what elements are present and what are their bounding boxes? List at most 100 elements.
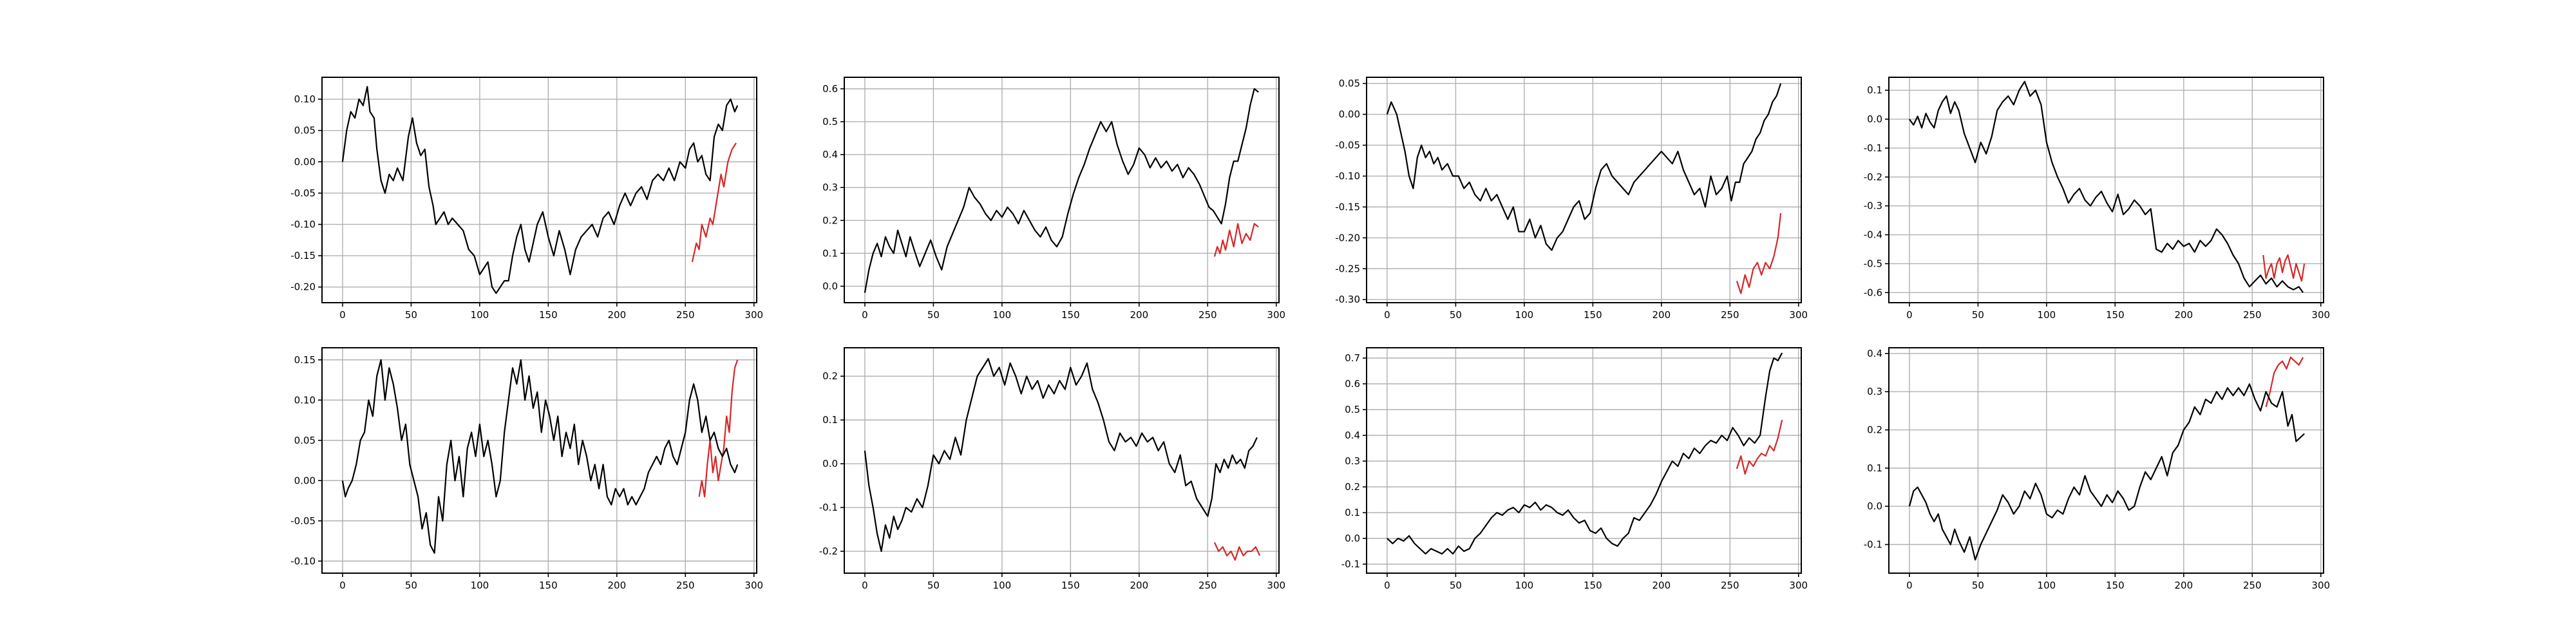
x-tick-label: 50 xyxy=(1450,309,1462,321)
series-line-red xyxy=(2265,356,2304,408)
y-tick-label: 0.2 xyxy=(822,214,838,226)
subplot-2: 0 50 100 150 200 250 300 0.0 0.1 0.2 0.3 0.4 0.5 0.6 xyxy=(822,77,1285,321)
x-tick-label: 250 xyxy=(1721,309,1739,321)
y-tick-label: -0.20 xyxy=(1335,232,1360,243)
x-tick-label: 0 xyxy=(1384,309,1390,321)
y-tick-label: 0.0 xyxy=(822,458,838,469)
y-tick-label: -0.2 xyxy=(819,545,838,557)
y-tick-label: -0.15 xyxy=(290,250,316,261)
x-tick-label: 300 xyxy=(1267,309,1285,321)
y-tick-label: 0.4 xyxy=(822,149,838,160)
y-tick-label: 0.3 xyxy=(822,182,838,193)
y-tick-label: 0.15 xyxy=(294,354,316,366)
series-line-red xyxy=(2262,254,2306,282)
y-tick-label: 0.6 xyxy=(1345,378,1360,390)
x-tick-label: 100 xyxy=(471,580,489,591)
y-tick-label: -0.1 xyxy=(1864,539,1882,551)
y-tick-label: 0.05 xyxy=(294,435,316,446)
y-tick-label: 0.0 xyxy=(822,280,838,292)
subplot-5: 0 50 100 150 200 250 300 -0.10 -0.05 0.00 0.05 0.10… xyxy=(290,347,763,591)
x-tick-label: 200 xyxy=(607,309,626,321)
y-tick-label: 0.7 xyxy=(1345,352,1360,364)
y-tick-label: 0.4 xyxy=(1345,430,1360,441)
y-tick-label: 0.05 xyxy=(1339,78,1360,90)
y-tick-label: 0.1 xyxy=(822,247,838,259)
x-tick-label: 150 xyxy=(2106,309,2125,321)
y-tick-label: 0.0 xyxy=(1345,533,1360,544)
y-tick-label: -0.20 xyxy=(290,281,316,293)
x-tick-label: 0 xyxy=(862,309,868,321)
subplot-1: 0 50 100 150 200 250 300 -0.20 -0.15 -0.10 -0.05 0.… xyxy=(290,77,763,321)
plot-frame xyxy=(1366,347,1802,574)
series-line-red xyxy=(1213,542,1261,561)
x-tick-label: 150 xyxy=(1584,309,1602,321)
plot-frame xyxy=(844,77,1280,303)
x-tick-label: 150 xyxy=(539,580,558,591)
y-tick-label: -0.4 xyxy=(1864,229,1882,241)
y-tick-label: 0.1 xyxy=(1345,507,1360,518)
x-tick-label: 100 xyxy=(2038,580,2056,591)
x-tick-label: 300 xyxy=(744,580,763,591)
subplot-6: 0 50 100 150 200 250 300 -0.2 -0.1 0.0 0.1 0.2 xyxy=(819,347,1285,591)
x-tick-label: 300 xyxy=(744,309,763,321)
y-tick-label: 0.00 xyxy=(294,475,316,486)
series-line-black xyxy=(864,357,1258,553)
x-tick-label: 250 xyxy=(1198,580,1217,591)
x-tick-label: 0 xyxy=(339,309,346,321)
y-tick-label: -0.10 xyxy=(290,218,316,230)
series-line-black xyxy=(1386,83,1782,251)
series-line-black xyxy=(341,359,739,554)
y-tick-label: 0.2 xyxy=(1345,481,1360,493)
x-tick-label: 0 xyxy=(1906,580,1913,591)
plot-frame xyxy=(1366,77,1802,303)
x-tick-label: 250 xyxy=(1721,580,1739,591)
y-tick-label: -0.30 xyxy=(1335,294,1360,305)
subplot-3: 0 50 100 150 200 250 300 -0.30 -0.25 -0.20 -0.15 -0… xyxy=(1335,77,1808,321)
y-tick-label: -0.1 xyxy=(1864,142,1882,154)
x-tick-label: 150 xyxy=(539,309,558,321)
y-tick-label: 0.1 xyxy=(1867,84,1882,96)
y-tick-label: 0.2 xyxy=(822,370,838,382)
x-tick-label: 100 xyxy=(2038,309,2056,321)
x-tick-label: 300 xyxy=(1789,309,1808,321)
x-tick-label: 50 xyxy=(927,309,940,321)
x-tick-label: 250 xyxy=(2243,309,2262,321)
x-tick-label: 250 xyxy=(2243,580,2262,591)
x-tick-label: 300 xyxy=(2311,580,2330,591)
y-tick-label: -0.1 xyxy=(819,502,838,513)
series-line-black xyxy=(1387,352,1783,555)
plot-frame xyxy=(1888,347,2324,574)
y-tick-label: 0.3 xyxy=(1345,455,1360,467)
plot-frame xyxy=(321,347,757,574)
x-tick-label: 0 xyxy=(1906,309,1913,321)
y-tick-label: -0.3 xyxy=(1864,200,1882,212)
x-tick-label: 50 xyxy=(927,580,940,591)
y-tick-label: 0.0 xyxy=(1867,113,1882,125)
x-tick-label: 300 xyxy=(1789,580,1808,591)
plot-frame xyxy=(844,347,1280,574)
x-tick-label: 150 xyxy=(1061,309,1080,321)
series-line-black xyxy=(1908,383,2305,561)
x-tick-label: 200 xyxy=(1652,580,1671,591)
y-tick-label: -0.05 xyxy=(1335,139,1360,151)
y-tick-label: 0.1 xyxy=(822,414,838,426)
y-tick-label: -0.6 xyxy=(1864,287,1882,298)
x-tick-label: 200 xyxy=(1130,309,1148,321)
x-tick-label: 150 xyxy=(1061,580,1080,591)
y-tick-label: 0.00 xyxy=(1339,109,1360,120)
series-line-red xyxy=(698,359,739,498)
series-line-red xyxy=(1736,213,1782,294)
x-tick-label: 200 xyxy=(1130,580,1148,591)
y-tick-label: 0.5 xyxy=(1345,404,1360,415)
y-tick-label: 0.00 xyxy=(294,156,316,167)
y-tick-label: -0.15 xyxy=(1335,201,1360,213)
x-tick-label: 200 xyxy=(607,580,626,591)
y-tick-label: 0.5 xyxy=(822,116,838,128)
y-tick-label: -0.05 xyxy=(290,187,316,199)
x-tick-label: 250 xyxy=(1198,309,1217,321)
y-tick-label: 0.4 xyxy=(1867,348,1882,359)
y-tick-label: -0.1 xyxy=(1341,558,1360,570)
x-tick-label: 50 xyxy=(1972,309,1984,321)
y-tick-label: 0.0 xyxy=(1867,500,1882,512)
x-tick-label: 0 xyxy=(1384,580,1390,591)
